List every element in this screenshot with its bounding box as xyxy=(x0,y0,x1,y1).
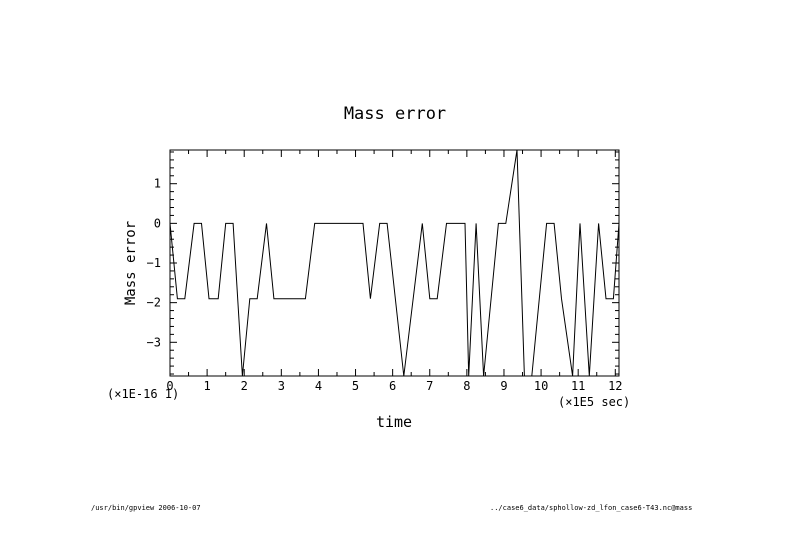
footer-left: /usr/bin/gpview 2006-10-07 xyxy=(91,504,201,512)
y-tick-label: −2 xyxy=(147,296,161,310)
x-tick-label: 12 xyxy=(608,379,622,393)
x-tick-label: 5 xyxy=(352,379,359,393)
chart-title: Mass error xyxy=(344,104,446,124)
x-tick-label: 4 xyxy=(315,379,322,393)
x-tick-label: 0 xyxy=(166,379,173,393)
axis-ticks xyxy=(169,150,619,376)
x-tick-label: 10 xyxy=(534,379,548,393)
x-tick-label: 1 xyxy=(203,379,210,393)
x-tick-label: 11 xyxy=(571,379,585,393)
y-axis-label: Mass error xyxy=(123,221,139,305)
x-multiplier-label: (×1E5 sec) xyxy=(558,395,630,409)
x-tick-label: 8 xyxy=(463,379,470,393)
plot-frame xyxy=(169,149,620,377)
y-tick-label: −3 xyxy=(147,335,161,349)
x-tick-labels: 0 1 2 3 4 5 6 7 8 9 10 11 12 xyxy=(166,379,622,393)
x-tick-label: 7 xyxy=(426,379,433,393)
x-axis-label: time xyxy=(376,413,412,431)
x-tick-label: 9 xyxy=(500,379,507,393)
x-tick-label: 2 xyxy=(241,379,248,393)
y-tick-label: −1 xyxy=(147,256,161,270)
y-multiplier-label: (×1E-16 1) xyxy=(107,387,179,401)
footer-right: ../case6_data/sphollow-zd_lfon_case6-T43… xyxy=(490,504,693,512)
x-tick-label: 3 xyxy=(278,379,285,393)
y-tick-label: 0 xyxy=(154,216,161,230)
series-line xyxy=(169,149,620,377)
y-tick-label: 1 xyxy=(154,177,161,191)
y-tick-labels: 1 0 −1 −2 −3 xyxy=(147,177,161,350)
x-tick-label: 6 xyxy=(389,379,396,393)
